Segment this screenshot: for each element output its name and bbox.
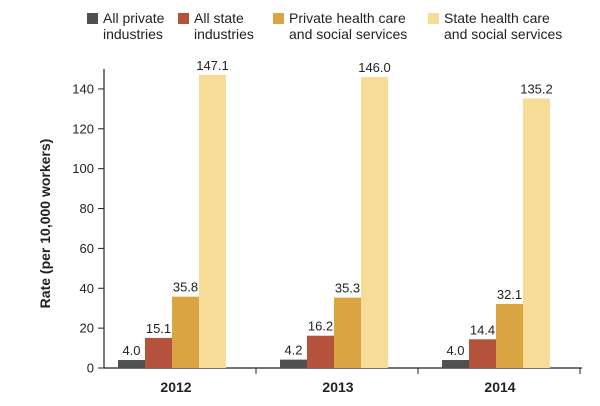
data-label-2013-series-3: 146.0 (358, 60, 391, 75)
bar-2013-series-2 (334, 297, 361, 368)
data-label-2014-series-3: 135.2 (520, 82, 553, 97)
y-tick-label-60: 60 (80, 241, 94, 256)
bar-2012-series-0 (118, 360, 145, 368)
data-label-2012-series-1: 15.1 (146, 321, 171, 336)
data-label-2014-series-2: 32.1 (497, 287, 522, 302)
y-tick-label-0: 0 (87, 361, 94, 376)
legend-item-private-health: Private health care and social services (273, 10, 407, 42)
data-label-2012-series-2: 35.8 (173, 280, 198, 295)
y-tick-label-20: 20 (80, 321, 94, 336)
legend-item-private-industries: All private industries (87, 10, 164, 42)
data-label-2014-series-1: 14.4 (470, 322, 495, 337)
legend-swatch-private-industries (87, 13, 98, 24)
data-label-2013-series-2: 35.3 (335, 281, 360, 296)
bar-2012-series-3 (199, 74, 226, 368)
data-label-2013-series-1: 16.2 (308, 319, 333, 334)
bar-2014-series-3 (523, 98, 550, 368)
legend-label-private-industries: All private industries (103, 10, 165, 42)
bar-2012-series-1 (145, 337, 172, 368)
data-label-2013-series-0: 4.2 (284, 343, 302, 358)
data-label-2012-series-0: 4.0 (122, 343, 140, 358)
bar-2014-series-2 (496, 304, 523, 368)
legend: All private industries All state industr… (0, 10, 600, 50)
bar-2014-series-1 (469, 339, 496, 368)
bar-2014-series-0 (442, 360, 469, 368)
legend-label-state-industries: All state industries (194, 10, 254, 42)
y-tick-label-80: 80 (80, 201, 94, 216)
x-tick-label-2013: 2013 (322, 379, 353, 395)
legend-label-private-health: Private health care and social services (289, 10, 408, 42)
bar-2013-series-0 (280, 359, 307, 368)
legend-label-state-health: State health care and social services (444, 10, 563, 42)
y-axis-title: Rate (per 10,000 workers) (37, 139, 53, 309)
legend-swatch-state-industries (178, 13, 189, 24)
y-tick-label-40: 40 (80, 281, 94, 296)
legend-item-state-industries: All state industries (178, 10, 254, 42)
y-tick-label-100: 100 (72, 161, 94, 176)
data-label-2012-series-3: 147.1 (196, 58, 229, 73)
legend-swatch-private-health (273, 13, 284, 24)
legend-item-state-health: State health care and social services (428, 10, 562, 42)
legend-swatch-state-health (428, 13, 439, 24)
data-label-2014-series-0: 4.0 (446, 343, 464, 358)
y-tick-label-120: 120 (72, 121, 94, 136)
bar-2012-series-2 (172, 296, 199, 368)
bar-2013-series-1 (307, 335, 334, 368)
y-tick-label-140: 140 (72, 81, 94, 96)
x-tick-label-2012: 2012 (160, 379, 191, 395)
bar-2013-series-3 (361, 76, 388, 369)
x-tick-label-2014: 2014 (484, 379, 515, 395)
